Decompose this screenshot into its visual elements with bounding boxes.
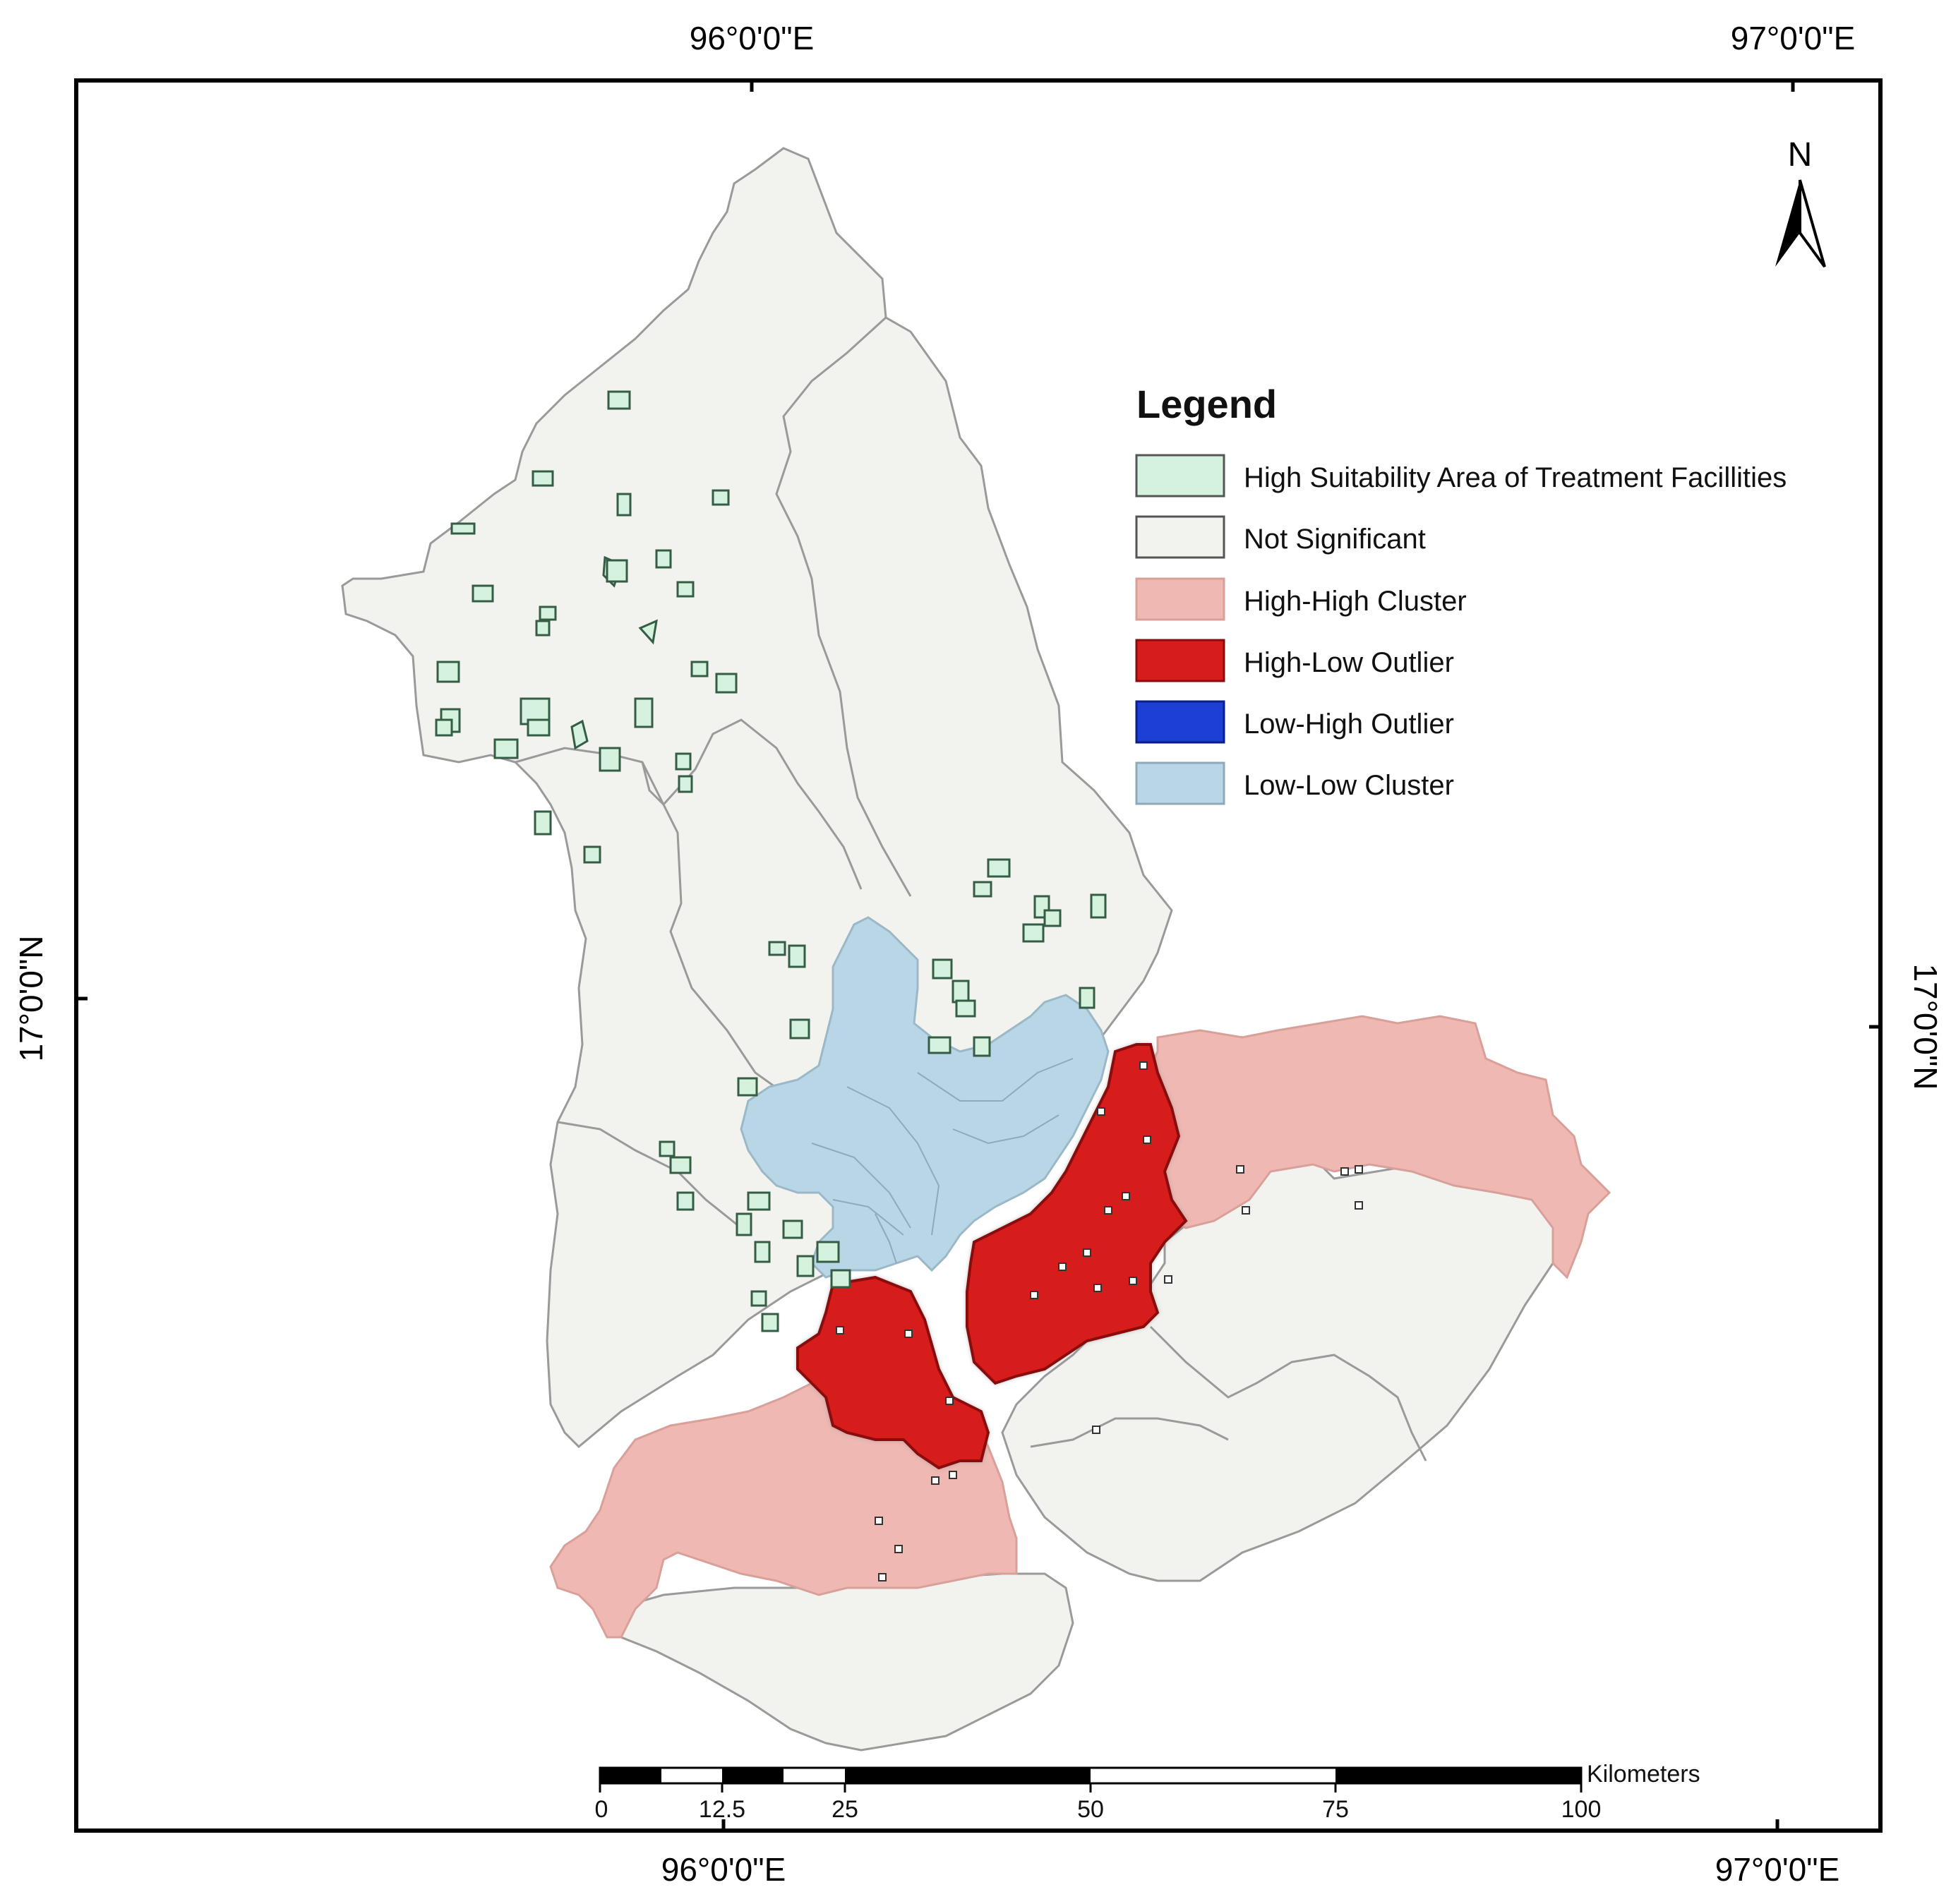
high-suitability-patches bbox=[435, 390, 1107, 1332]
scale-tick-12-5: 12.5 bbox=[699, 1796, 745, 1823]
legend-swatch bbox=[1135, 761, 1225, 805]
legend-swatch bbox=[1135, 454, 1225, 498]
southeast-boundaries bbox=[1030, 1325, 1427, 1462]
coord-bottom-right: 97°0'0"E bbox=[1715, 1851, 1840, 1888]
coord-right: 17°0'0"N bbox=[1907, 963, 1944, 1090]
coord-left: 17°0'0"N bbox=[13, 935, 49, 1061]
low-low-inner-boundaries bbox=[811, 1058, 1074, 1264]
legend-swatch bbox=[1135, 639, 1225, 682]
legend-item-high-low-outlier: High-Low Outlier bbox=[1135, 639, 1454, 682]
coord-top-left: 96°0'0"E bbox=[690, 20, 815, 56]
legend-title: Legend bbox=[1136, 382, 1277, 426]
legend-label: High Suitability Area of Treatment Facil… bbox=[1244, 462, 1787, 493]
coord-bottom-left: 96°0'0"E bbox=[661, 1851, 786, 1888]
legend-item-low-high-outlier: Low-High Outlier bbox=[1135, 700, 1454, 744]
north-arrow-outline-icon bbox=[1799, 179, 1826, 268]
scale-tick-25: 25 bbox=[832, 1796, 858, 1823]
scale-tick-75: 75 bbox=[1322, 1796, 1349, 1823]
legend-swatch bbox=[1135, 700, 1225, 744]
legend-item-not-significant: Not Significant bbox=[1135, 515, 1426, 559]
legend-label: Low-Low Cluster bbox=[1244, 770, 1454, 801]
legend-item-high-high-cluster: High-High Cluster bbox=[1135, 577, 1467, 621]
scale-tick-50: 50 bbox=[1077, 1796, 1104, 1823]
region-high-low-southwest bbox=[796, 1275, 990, 1470]
legend-swatch bbox=[1135, 577, 1225, 621]
point-markers bbox=[836, 1061, 1363, 1581]
region-high-low-east bbox=[966, 1043, 1188, 1385]
region-not-significant-southeast bbox=[1001, 1156, 1575, 1582]
scale-unit: Kilometers bbox=[1587, 1761, 1700, 1788]
legend-label: Not Significant bbox=[1244, 524, 1426, 555]
north-arrow-icon bbox=[1775, 180, 1800, 267]
legend: Legend High Suitability Area of Treatmen… bbox=[1135, 382, 1787, 805]
legend-swatch bbox=[1135, 515, 1225, 559]
region-high-high-southwest bbox=[549, 1382, 1018, 1639]
legend-item-low-low-cluster: Low-Low Cluster bbox=[1135, 761, 1454, 805]
legend-label: High-High Cluster bbox=[1244, 586, 1467, 617]
scale-tick-100: 100 bbox=[1561, 1796, 1602, 1823]
legend-label: High-Low Outlier bbox=[1244, 647, 1454, 678]
scale-tick-0: 0 bbox=[595, 1796, 608, 1823]
north-arrow: N bbox=[1775, 136, 1826, 268]
scale-bar: Kilometers 0 12.5 25 50 75 100 bbox=[595, 1761, 1700, 1823]
coord-top-right: 97°0'0"E bbox=[1731, 20, 1856, 56]
legend-item-high-suitability: High Suitability Area of Treatment Facil… bbox=[1135, 454, 1787, 498]
legend-label: Low-High Outlier bbox=[1244, 709, 1454, 740]
north-arrow-label: N bbox=[1788, 136, 1813, 174]
graticule-ticks bbox=[76, 80, 1880, 1831]
